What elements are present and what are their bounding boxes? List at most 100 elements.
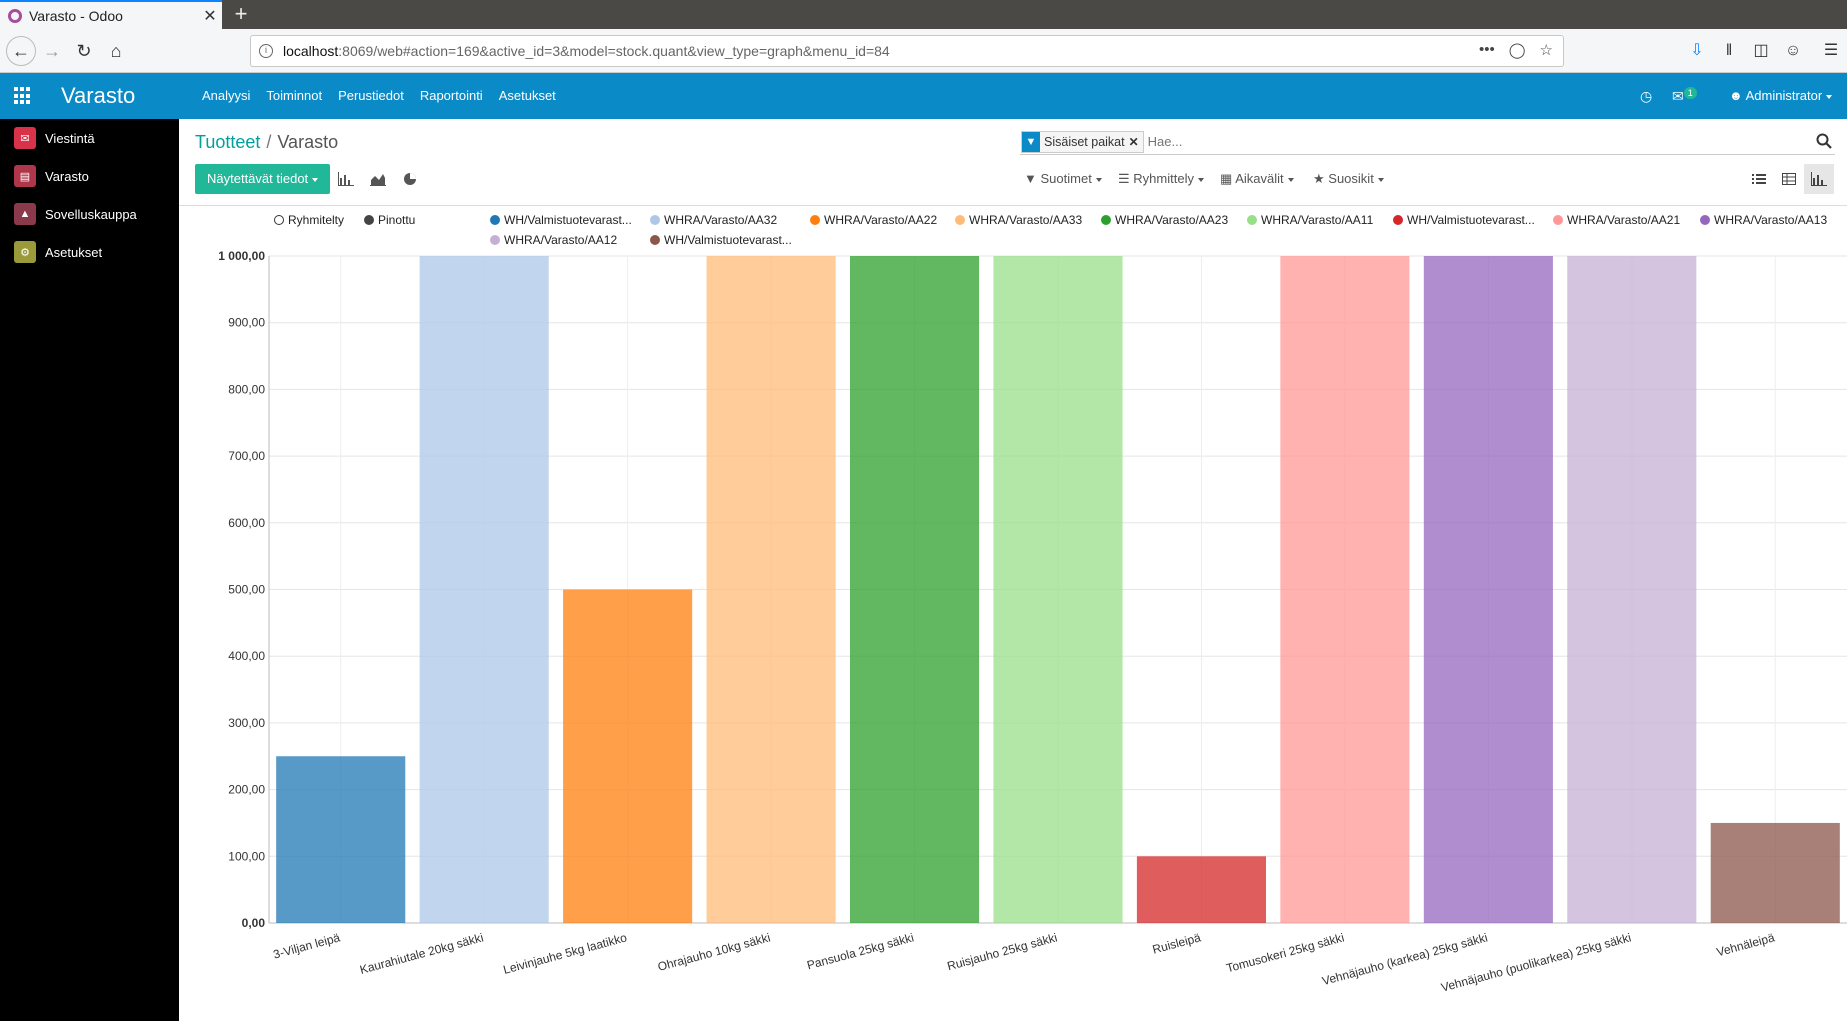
page-actions-icon[interactable]: •••: [1478, 41, 1495, 58]
mode-grouped-toggle[interactable]: Ryhmitelty: [274, 213, 344, 227]
legend-item[interactable]: WHRA/Varasto/AA11: [1247, 213, 1373, 227]
bar: [849, 256, 980, 923]
graph-view-button[interactable]: [1804, 164, 1834, 194]
favorites-dropdown[interactable]: ★ Suosikit: [1313, 168, 1384, 190]
legend-item[interactable]: WHRA/Varasto/AA32: [650, 213, 777, 227]
caret-icon: [1287, 177, 1294, 182]
sidebar-item-sovelluskauppa[interactable]: ▲ Sovelluskauppa: [0, 195, 179, 233]
line-chart-mode-button[interactable]: [362, 164, 394, 194]
pie-chart-icon: [404, 173, 416, 185]
pivot-view-button[interactable]: [1774, 164, 1804, 194]
library-icon[interactable]: ‖: [1725, 42, 1733, 59]
groupby-dropdown[interactable]: ☰ Ryhmittely: [1118, 168, 1204, 190]
legend-item[interactable]: WH/Valmistuotevarast...: [490, 213, 632, 227]
legend-item[interactable]: WHRA/Varasto/AA12: [490, 233, 617, 247]
home-button[interactable]: ⌂: [110, 41, 122, 61]
bar: [1280, 256, 1410, 923]
sidebar-toggle-icon[interactable]: ◫: [1753, 42, 1769, 59]
breadcrumb-current: Varasto: [277, 132, 339, 152]
search-input[interactable]: [1147, 134, 1835, 149]
menu-raportointi[interactable]: Raportointi: [419, 88, 483, 103]
caret-icon: [1377, 177, 1384, 182]
menu-icon[interactable]: ☰: [1823, 42, 1839, 59]
y-tick-label: 600,00: [228, 516, 265, 530]
app-brand: Varasto: [61, 83, 136, 108]
menu-perustiedot[interactable]: Perustiedot: [338, 88, 404, 103]
downloads-icon[interactable]: ⇩: [1690, 42, 1704, 59]
menu-asetukset[interactable]: Asetukset: [498, 88, 556, 103]
x-tick-label: Ohrajauho 10kg säkki: [656, 930, 772, 974]
y-tick-label: 400,00: [228, 649, 265, 663]
sidebar-item-viestinta[interactable]: ✉ Viestintä: [0, 119, 179, 157]
bar-chart-mode-button[interactable]: [330, 164, 362, 194]
legend-item[interactable]: WHRA/Varasto/AA22: [810, 213, 937, 227]
timeranges-label: Aikavälit: [1235, 171, 1284, 186]
pie-chart-mode-button[interactable]: [394, 164, 426, 194]
legend-item[interactable]: WHRA/Varasto/AA33: [955, 213, 1082, 227]
menu-analyysi[interactable]: Analyysi: [202, 88, 251, 103]
facet-value: Sisäiset paikat: [1044, 134, 1125, 149]
messages-badge: 1: [1683, 87, 1697, 99]
pocket-icon[interactable]: ◯: [1508, 42, 1526, 59]
y-tick-label: 900,00: [228, 316, 265, 330]
legend-label: WHRA/Varasto/AA12: [504, 233, 618, 247]
bar-chart-icon: [338, 172, 354, 186]
bar-chart: 0,00 100,00 200,00 300,00 400,00 500,00 600,00…: [218, 249, 1847, 995]
x-tick-label: Vehnäleipä: [1715, 930, 1776, 959]
favorites-label: Suosikit: [1328, 171, 1374, 186]
search-icon[interactable]: [1815, 132, 1833, 150]
y-tick-label: 0,00: [242, 916, 266, 930]
calendar-icon: ▦: [1220, 171, 1233, 186]
breadcrumb-parent[interactable]: Tuotteet: [195, 132, 261, 152]
account-icon[interactable]: ☺: [1784, 42, 1802, 59]
legend-item[interactable]: WHRA/Varasto/AA13: [1700, 213, 1827, 227]
forward-button[interactable]: →: [43, 41, 61, 61]
activity-clock-icon[interactable]: ◷: [1640, 88, 1653, 104]
menu-toiminnot[interactable]: Toiminnot: [266, 88, 323, 103]
timeranges-dropdown[interactable]: ▦ Aikavälit: [1220, 168, 1294, 190]
reload-button[interactable]: ↻: [76, 41, 92, 61]
user-menu[interactable]: ☻ Administrator: [1729, 73, 1833, 119]
bar: [1423, 256, 1553, 923]
caret-icon: [1095, 177, 1102, 182]
filters-dropdown[interactable]: ▼ Suotimet: [1024, 168, 1102, 190]
filters-label: Suotimet: [1040, 171, 1092, 186]
url-bar[interactable]: i localhost:8069/web#action=169&active_i…: [250, 35, 1564, 67]
legend-item[interactable]: WH/Valmistuotevarast...: [1393, 213, 1535, 227]
user-icon: ☻: [1729, 88, 1743, 103]
x-tick-label: Pansuola 25kg säkki: [805, 930, 915, 972]
user-name: Administrator: [1745, 88, 1823, 103]
measures-button[interactable]: Näytettävät tiedot: [195, 164, 331, 194]
close-tab-icon[interactable]: ✕: [203, 7, 217, 25]
back-button[interactable]: ←: [6, 36, 36, 66]
inventory-app-icon: ▤: [14, 165, 36, 187]
apps-grid-icon[interactable]: [14, 87, 32, 105]
legend-color-dot: [1247, 215, 1257, 225]
facet-remove-icon[interactable]: ✕: [1128, 134, 1139, 149]
bookmark-star-icon[interactable]: ☆: [1539, 42, 1553, 59]
bar: [563, 589, 693, 923]
legend-color-dot: [955, 215, 965, 225]
sidebar-item-asetukset[interactable]: ⚙ Asetukset: [0, 233, 179, 271]
list-view-button[interactable]: [1744, 164, 1774, 194]
bar: [1710, 822, 1840, 923]
list-view-icon: [1752, 174, 1766, 184]
legend-color-dot: [490, 235, 500, 245]
legend-item[interactable]: WHRA/Varasto/AA21: [1553, 213, 1680, 227]
y-tick-label: 200,00: [228, 783, 265, 797]
info-icon[interactable]: i: [259, 44, 273, 58]
x-tick-label: Tomusokeri 25kg säkki: [1225, 930, 1346, 975]
measures-label: Näytettävät tiedot: [207, 171, 309, 186]
legend-color-dot: [1553, 215, 1563, 225]
legend-label: WH/Valmistuotevarast...: [504, 213, 632, 227]
sidebar-item-varasto[interactable]: ▤ Varasto: [0, 157, 179, 195]
graph-view-icon: [1811, 172, 1827, 186]
legend-item[interactable]: WH/Valmistuotevarast...: [650, 233, 792, 247]
legend-item[interactable]: WHRA/Varasto/AA23: [1101, 213, 1228, 227]
new-tab-button[interactable]: +: [234, 1, 248, 26]
browser-tab[interactable]: Varasto - Odoo ✕: [0, 0, 222, 29]
x-tick-label: Ruisleipä: [1151, 930, 1203, 956]
user-caret-icon: [1826, 94, 1833, 99]
messages-menu[interactable]: ✉ 1: [1672, 73, 1697, 119]
mode-stacked-toggle[interactable]: Pinottu: [364, 213, 415, 227]
